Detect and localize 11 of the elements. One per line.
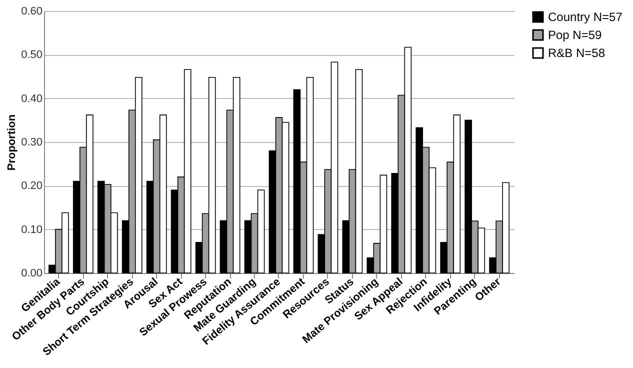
y-tick-label: 0.00 [21, 268, 42, 280]
y-tick-label: 0.50 [21, 49, 42, 62]
y-tick-label: 0.60 [21, 6, 42, 18]
legend-label: Country N=57 [548, 10, 623, 24]
legend-label: R&B N=58 [548, 46, 606, 60]
y-axis-title: Proportion [6, 114, 18, 171]
y-tick-label: 0.40 [21, 92, 42, 105]
y-tick-label: 0.30 [21, 136, 42, 148]
y-tick-label: 0.20 [21, 180, 42, 192]
legend-label: Pop N=59 [548, 28, 602, 42]
y-tick-label: 0.10 [21, 224, 42, 236]
